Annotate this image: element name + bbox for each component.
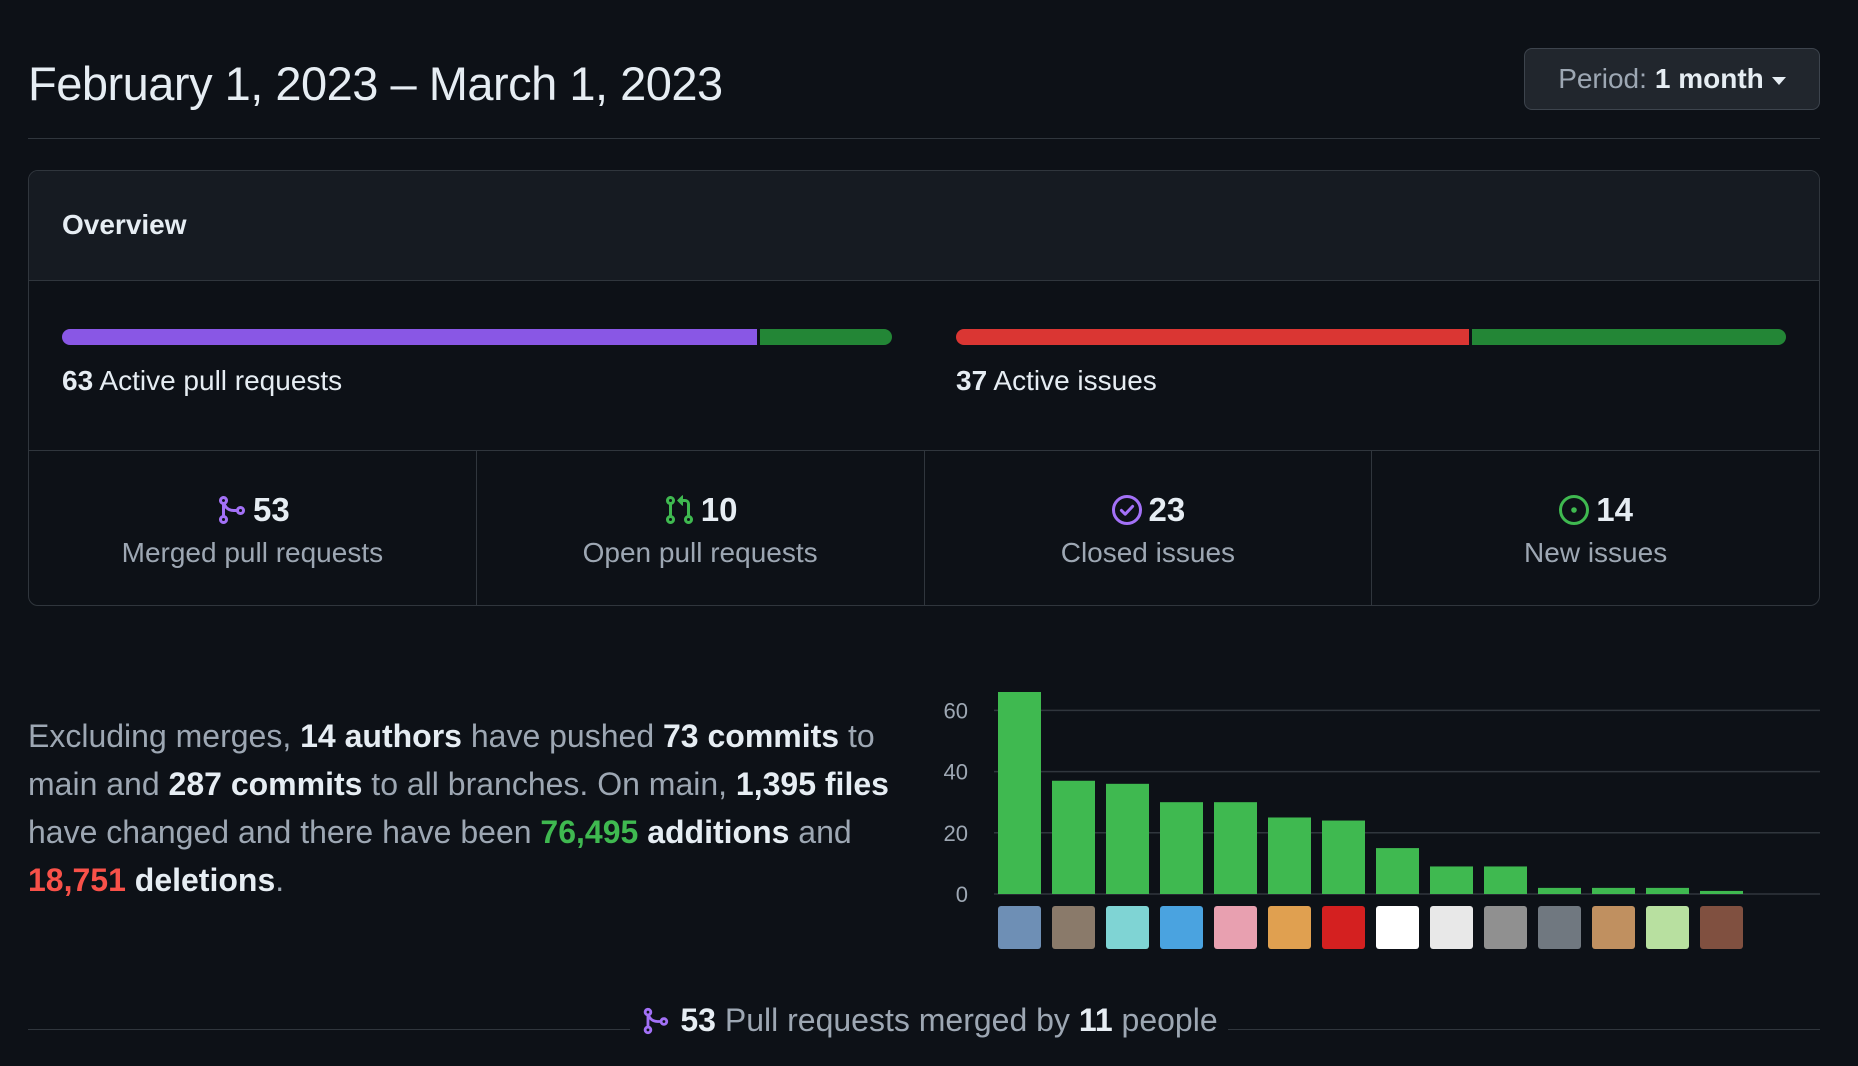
stat-label: Open pull requests (582, 537, 818, 568)
author-avatar[interactable] (1322, 906, 1365, 949)
author-avatar[interactable] (1592, 906, 1635, 949)
closed-issue-icon (1111, 495, 1142, 525)
commit-bar[interactable] (1052, 780, 1095, 894)
issues-summary[interactable]: 37 Active issues (956, 329, 1786, 397)
summary-text: and (789, 814, 852, 850)
commit-bar[interactable] (1430, 866, 1473, 894)
stat-value: 53 (253, 491, 290, 528)
merged-pr-summary: 53 Pull requests merged by 11 people (630, 1002, 1228, 1039)
open-pr-segment (759, 329, 892, 345)
closed-issues-segment (956, 329, 1469, 345)
y-tick-label: 20 (944, 821, 968, 846)
commit-bar[interactable] (1484, 866, 1527, 894)
stat-new-issues[interactable]: 14 New issues (1372, 451, 1819, 605)
stat-merged-prs[interactable]: 53 Merged pull requests (29, 451, 477, 605)
period-dropdown-button[interactable]: Period: 1 month (1524, 48, 1820, 110)
commit-bar[interactable] (1160, 802, 1203, 894)
y-tick-label: 0 (956, 882, 968, 907)
overview-bars: 63 Active pull requests 37 Active issues (29, 281, 1819, 451)
period-label: Period: (1558, 63, 1647, 94)
commit-bar[interactable] (1376, 848, 1419, 894)
footer-text: Pull requests merged by (715, 1002, 1079, 1038)
active-pr-count: 63 (62, 365, 94, 396)
merged-pr-segment (62, 329, 757, 345)
summary-text: to main and (28, 718, 875, 802)
overview-stats: 53 Merged pull requests 10 Open pull req… (29, 451, 1819, 605)
active-issues-label: 37 Active issues (956, 365, 1786, 397)
author-avatar[interactable] (1700, 906, 1743, 949)
issues-progress-bar (956, 329, 1786, 345)
summary-text: . (275, 862, 285, 898)
stat-open-prs[interactable]: 10 Open pull requests (477, 451, 925, 605)
commit-bar[interactable] (1106, 783, 1149, 894)
commit-bar[interactable] (1214, 802, 1257, 894)
date-range-title: February 1, 2023 – March 1, 2023 (28, 57, 723, 110)
commit-bar[interactable] (1268, 817, 1311, 894)
stat-value: 10 (700, 491, 738, 528)
footer-text: people (1112, 1002, 1218, 1038)
header: February 1, 2023 – March 1, 2023 Period:… (28, 48, 1820, 139)
commit-bar[interactable] (1322, 820, 1365, 894)
author-avatar[interactable] (1214, 906, 1257, 949)
author-avatar[interactable] (1160, 906, 1203, 949)
author-avatar[interactable] (1646, 906, 1689, 949)
author-avatar[interactable] (1484, 906, 1527, 949)
commit-bar[interactable] (1646, 887, 1689, 894)
stat-value: 23 (1148, 491, 1186, 528)
overview-header: Overview (29, 171, 1819, 281)
new-issues-segment (1471, 329, 1786, 345)
overview-title: Overview (62, 209, 187, 240)
commit-summary: Excluding merges, 14 authors have pushed… (28, 712, 908, 904)
author-avatar[interactable] (1538, 906, 1581, 949)
stat-label: Closed issues (1060, 537, 1236, 568)
additions-count: 76,495 (540, 814, 639, 850)
author-avatar[interactable] (998, 906, 1041, 949)
y-tick-label: 40 (944, 760, 968, 785)
y-tick-label: 60 (944, 698, 968, 723)
commit-bar[interactable] (1538, 887, 1581, 894)
files-changed-count: 1,395 files (735, 766, 889, 802)
merged-count: 53 (680, 1002, 716, 1038)
overview-panel: Overview 63 Active pull requests 37 Acti… (28, 170, 1820, 606)
pr-progress-bar (62, 329, 892, 345)
additions-word: additions (638, 814, 790, 850)
all-commits-count[interactable]: 287 commits (168, 766, 363, 802)
period-value: 1 month (1654, 63, 1764, 94)
merged-pr-icon (644, 1007, 669, 1034)
deletions-count: 18,751 (28, 862, 126, 898)
author-avatar[interactable] (1430, 906, 1473, 949)
commit-bar[interactable] (1592, 887, 1635, 894)
summary-text: have changed and there have been (28, 814, 541, 850)
commit-bar[interactable] (1700, 890, 1743, 894)
stat-label: New issues (1524, 537, 1668, 568)
active-pr-label: 63 Active pull requests (62, 365, 892, 397)
merged-pr-icon (219, 496, 246, 524)
authors-count[interactable]: 14 authors (300, 718, 462, 754)
deletions-word: deletions (125, 862, 276, 898)
author-avatar[interactable] (1052, 906, 1095, 949)
stat-value: 14 (1596, 491, 1633, 528)
pr-summary[interactable]: 63 Active pull requests (62, 329, 892, 397)
footer: 53 Pull requests merged by 11 people (0, 1002, 1858, 1041)
stat-label: Merged pull requests (121, 537, 384, 568)
new-issue-icon (1559, 495, 1590, 525)
author-avatar[interactable] (1376, 906, 1419, 949)
author-avatar[interactable] (1106, 906, 1149, 949)
summary-text: have pushed (461, 718, 663, 754)
caret-down-icon (1771, 77, 1786, 85)
summary-text: to all branches. On main, (362, 766, 736, 802)
open-pr-icon (665, 495, 693, 525)
commits-by-author-chart: 0 20 40 60 (944, 692, 1820, 949)
active-issues-count: 37 (956, 365, 988, 396)
active-issues-text: Active issues (993, 365, 1157, 396)
stat-closed-issues[interactable]: 23 Closed issues (925, 451, 1373, 605)
author-avatar[interactable] (1268, 906, 1311, 949)
commit-bar[interactable] (998, 692, 1041, 894)
summary-text: Excluding merges, (28, 718, 301, 754)
people-count: 11 (1078, 1002, 1113, 1038)
main-commits-count[interactable]: 73 commits (663, 718, 840, 754)
active-pr-text: Active pull requests (99, 365, 343, 396)
